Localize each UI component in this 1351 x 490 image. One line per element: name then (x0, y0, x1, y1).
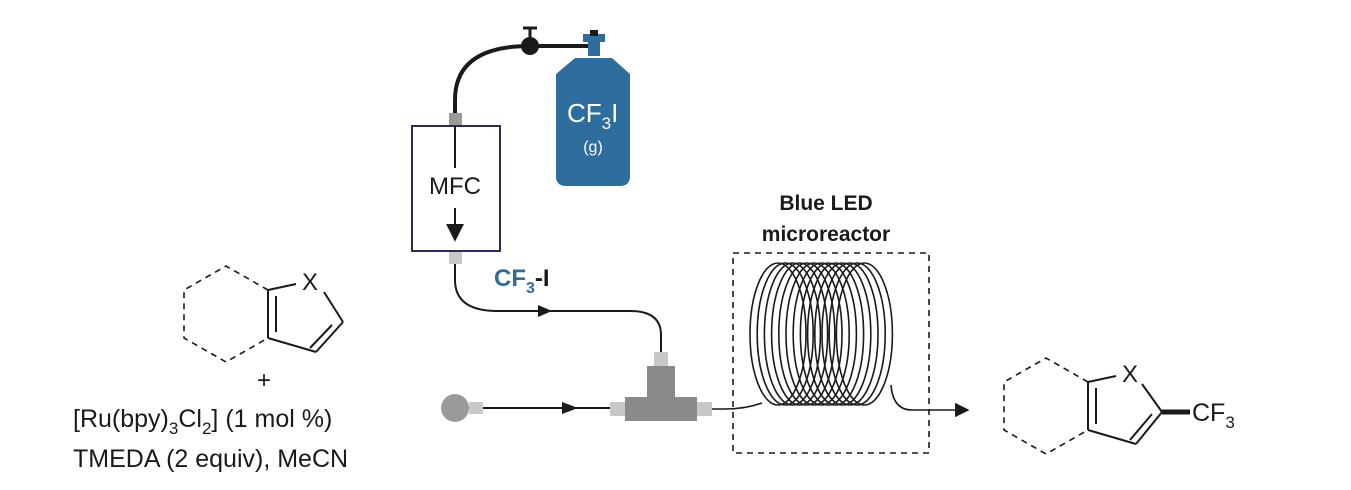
coil-loop (813, 262, 872, 406)
gas-feed-line (454, 264, 662, 352)
reactant-heteroatom-label: X (302, 269, 318, 296)
product-heteroarene-structure (1003, 357, 1190, 455)
reactor-outlet-tube (890, 384, 970, 418)
starting-heteroarene-structure (183, 265, 344, 363)
valve-icon (521, 26, 539, 55)
product-heteroatom-label: X (1122, 361, 1138, 388)
gas-feed-arrow (538, 305, 552, 317)
coil-loop (828, 262, 887, 406)
coil-loop (770, 262, 829, 406)
coil-loop (799, 262, 858, 406)
gas-cylinder-icon (556, 30, 630, 186)
coil-loop (821, 262, 879, 406)
catalyst-label: [Ru(bpy)3Cl2] (1 mol %) (73, 405, 332, 438)
reactor-title-line2: microreactor (762, 223, 890, 246)
t-mixer-icon (610, 352, 712, 421)
mfc-label: MFC (429, 173, 481, 200)
coil-loop (792, 262, 851, 406)
mfc-outlet-connector (449, 252, 462, 264)
mfc-inlet-connector (449, 113, 462, 125)
liquid-feed-arrow (562, 402, 578, 414)
coil-loop (806, 262, 865, 406)
cylinder-gas-state: (g) (583, 139, 603, 156)
coil-loop (835, 262, 894, 406)
conditions-label: TMEDA (2 equiv), MeCN (73, 445, 348, 473)
coil-loop (777, 262, 836, 406)
plus-sign: + (257, 367, 271, 394)
microreactor-coil (749, 262, 894, 406)
product-cf3-label: CF3 (1192, 399, 1235, 432)
reactor-inlet-tube (712, 402, 763, 410)
coil-loop (749, 262, 807, 406)
coil-loop (763, 262, 822, 406)
coil-loop (756, 262, 815, 406)
gas-stream-label: CF3-I (494, 265, 550, 297)
cylinder-gas-formula: CF3I (567, 98, 618, 133)
coil-loop (785, 262, 843, 406)
liquid-inlet-connector (469, 402, 483, 414)
reactor-title-line1: Blue LED (779, 192, 872, 215)
liquid-inlet-icon (441, 394, 469, 422)
